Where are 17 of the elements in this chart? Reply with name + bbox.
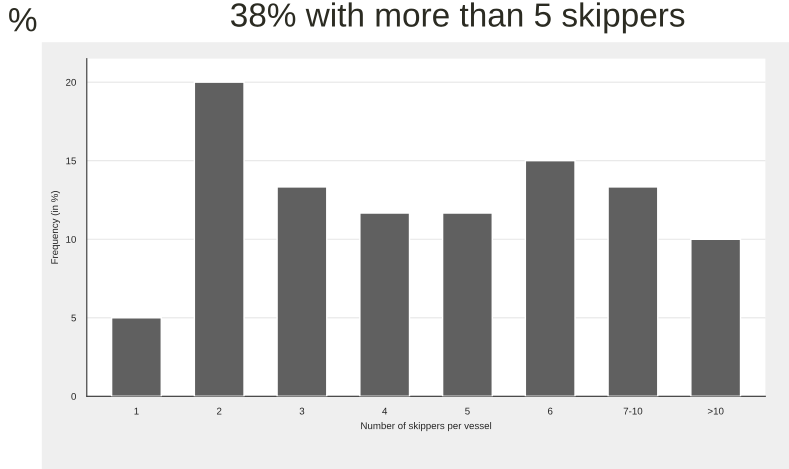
y-tick-label: 0 (71, 393, 76, 400)
x-tick-label: 2 (216, 408, 222, 414)
y-tick-label: 5 (71, 314, 76, 322)
chart-title: 38% with more than 5 skippers (231, 2, 684, 34)
x-tick-label: 1 (134, 408, 139, 414)
x-tick-label: 4 (382, 408, 388, 414)
y-tick-label: 10 (66, 236, 76, 243)
y-tick-label: 15 (66, 158, 76, 164)
y-tick-label: 20 (66, 78, 76, 86)
x-tick-label: >10 (708, 408, 724, 415)
x-tick-label: 3 (300, 408, 304, 415)
x-tick-label: 5 (465, 408, 470, 415)
x-tick-label: 7-10 (624, 408, 642, 415)
text: % (9, 8, 36, 32)
x-axis-title: Number of skippers per vessel (361, 422, 492, 432)
y-axis-title: Frequency (in %) (50, 191, 60, 264)
x-tick-label: 6 (548, 408, 552, 415)
